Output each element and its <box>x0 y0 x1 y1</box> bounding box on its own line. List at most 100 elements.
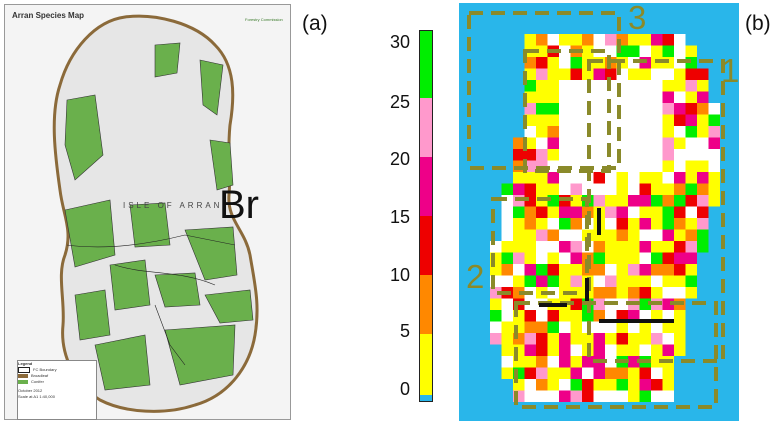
grid-cell <box>547 206 559 218</box>
grid-cell <box>628 91 640 103</box>
grid-cell <box>708 103 720 115</box>
grid-cell <box>616 34 628 46</box>
grid-cell <box>593 333 605 345</box>
grid-cell <box>559 45 571 57</box>
grid-cell <box>593 241 605 253</box>
grid-cell <box>593 310 605 322</box>
grid-cell <box>570 321 582 333</box>
grid-cell <box>628 103 640 115</box>
grid-cell <box>570 149 582 161</box>
grid-cell <box>628 367 640 379</box>
grid-cell <box>547 390 559 402</box>
grid-cell <box>605 114 617 126</box>
grid-cell <box>674 114 686 126</box>
grid-cell <box>639 195 651 207</box>
grid-cell <box>547 160 559 172</box>
grid-cell <box>639 264 651 276</box>
grid-cell <box>559 126 571 138</box>
grid-cell <box>547 126 559 138</box>
grid-cell <box>674 333 686 345</box>
grid-cell <box>513 344 525 356</box>
grid-cell <box>628 195 640 207</box>
grid-cell <box>616 264 628 276</box>
grid-cell <box>536 218 548 230</box>
grid-cell <box>651 172 663 184</box>
grid-cell <box>501 275 513 287</box>
grid-cell <box>559 310 571 322</box>
grid-cell <box>536 57 548 69</box>
grid-cell <box>616 206 628 218</box>
grid-cell <box>501 333 513 345</box>
grid-cell <box>559 57 571 69</box>
grid-cell <box>674 264 686 276</box>
grid-cell <box>570 137 582 149</box>
grid-cell <box>593 195 605 207</box>
grid-cell <box>685 252 697 264</box>
grid-cell <box>559 114 571 126</box>
grid-cell <box>628 160 640 172</box>
grid-cell <box>662 137 674 149</box>
grid-cell <box>639 218 651 230</box>
grid-cell <box>536 241 548 253</box>
grid-cell <box>651 218 663 230</box>
grid-cell <box>651 103 663 115</box>
grid-cell <box>605 241 617 253</box>
grid-cell <box>513 206 525 218</box>
grid-cell <box>490 264 502 276</box>
grid-cell <box>524 344 536 356</box>
grid-cell <box>697 126 709 138</box>
grid-cell <box>570 68 582 80</box>
colorbar-band <box>420 97 432 157</box>
grid-cell <box>616 367 628 379</box>
grid-cell <box>559 379 571 391</box>
grid-cell <box>524 91 536 103</box>
grid-cell <box>605 195 617 207</box>
grid-cell <box>697 68 709 80</box>
grid-cell <box>605 206 617 218</box>
grid-cell <box>685 172 697 184</box>
grid-cell <box>662 241 674 253</box>
grid-cell <box>639 252 651 264</box>
grid-cell <box>697 80 709 92</box>
colorbar-band <box>420 215 432 276</box>
grid-cell <box>547 103 559 115</box>
grid-cell <box>662 298 674 310</box>
grid-cell <box>651 241 663 253</box>
grid-cell <box>639 149 651 161</box>
grid-cell <box>639 310 651 322</box>
grid-cell <box>685 160 697 172</box>
panel-a-label: (a) <box>302 12 328 35</box>
grid-cell <box>685 45 697 57</box>
grid-cell <box>639 379 651 391</box>
grid-cell <box>570 218 582 230</box>
grid-cell <box>685 114 697 126</box>
grid-cell <box>674 241 686 253</box>
grid-cell <box>674 229 686 241</box>
grid-cell <box>685 57 697 69</box>
grid-cell <box>662 34 674 46</box>
map-legend: Legend FC Boundary Broadleaf Conifer Oct… <box>17 360 97 420</box>
grid-cell <box>559 367 571 379</box>
grid-cell <box>628 183 640 195</box>
grid-cell <box>547 195 559 207</box>
grid-cell <box>536 356 548 368</box>
grid-cell <box>674 195 686 207</box>
grid-cell <box>501 218 513 230</box>
grid-cell <box>651 333 663 345</box>
grid-cell <box>685 195 697 207</box>
grid-cell <box>501 321 513 333</box>
grid-cell <box>582 45 594 57</box>
grid-cell <box>559 356 571 368</box>
grid-cell <box>559 264 571 276</box>
fc-boundaries <box>66 234 236 366</box>
grid-cell <box>662 183 674 195</box>
grid-cell <box>513 390 525 402</box>
grid-cell <box>674 34 686 46</box>
grid-cell <box>536 264 548 276</box>
grid-cell <box>536 126 548 138</box>
grid-cell <box>559 183 571 195</box>
map-title: Arran Species Map <box>12 11 85 20</box>
grid-cell <box>639 172 651 184</box>
grid-cell <box>697 172 709 184</box>
zone-3-label: 3 <box>628 0 647 36</box>
